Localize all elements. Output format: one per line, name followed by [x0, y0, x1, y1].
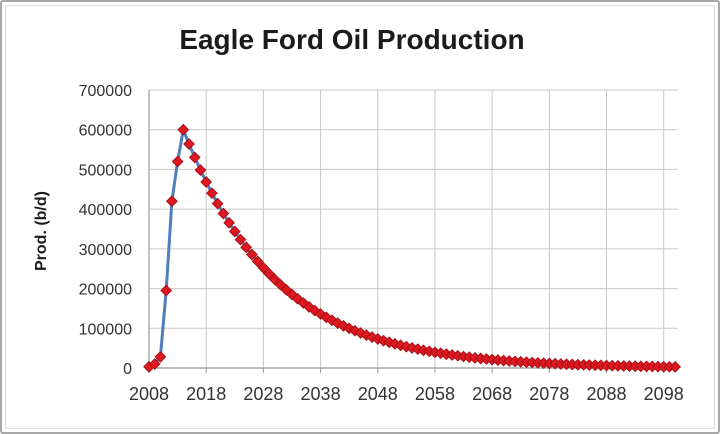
data-point-marker: [354, 327, 367, 339]
x-tick-label: 2098: [644, 384, 684, 404]
y-tick-label: 600000: [79, 123, 132, 140]
data-point-marker: [331, 317, 344, 330]
production-line: [147, 128, 677, 369]
data-point-marker: [177, 123, 190, 136]
data-point-marker: [223, 216, 235, 229]
x-tick-label: 2068: [472, 384, 512, 404]
data-point-marker: [228, 225, 241, 238]
data-point-marker: [154, 350, 167, 363]
x-tick-label: 2058: [415, 384, 455, 404]
data-point-marker: [263, 267, 276, 280]
y-tick-label: 200000: [79, 282, 132, 299]
y-tick-label: 400000: [79, 202, 132, 219]
data-point-marker: [165, 195, 178, 208]
data-point-marker: [314, 308, 327, 320]
x-tick-label: 2088: [586, 384, 626, 404]
data-point-marker: [234, 233, 247, 246]
x-tick-label: 2078: [529, 384, 569, 404]
y-tick-label: 700000: [79, 83, 132, 100]
y-tick-label: 300000: [79, 242, 132, 259]
data-point-marker: [360, 329, 373, 342]
y-tick-label: 0: [123, 361, 132, 378]
data-point-marker: [160, 284, 173, 297]
data-point-marker: [669, 360, 682, 373]
x-tick-label: 2048: [358, 384, 398, 404]
data-point-marker: [308, 304, 321, 317]
data-point-marker: [280, 283, 293, 296]
x-tick-label: 2018: [186, 384, 226, 404]
y-tick-label: 100000: [79, 321, 132, 338]
data-point-marker: [171, 155, 184, 168]
data-point-marker: [188, 151, 201, 164]
data-point-marker: [183, 138, 195, 150]
data-point-marker: [200, 176, 213, 188]
x-tick-label: 2028: [243, 384, 283, 404]
data-point-marker: [240, 241, 253, 254]
data-point-marker: [251, 255, 264, 268]
data-point-marker: [257, 261, 270, 274]
data-point-marker: [217, 207, 230, 220]
y-tick-label: 500000: [79, 162, 132, 179]
chart-title: Eagle Ford Oil Production: [179, 24, 525, 55]
data-point-marker: [148, 358, 161, 370]
data-point-marker: [211, 197, 224, 210]
data-point-marker: [194, 164, 207, 176]
x-tick-label: 2008: [129, 384, 169, 404]
x-tick-label: 2038: [301, 384, 341, 404]
data-point-marker: [246, 248, 258, 261]
data-point-marker: [206, 187, 218, 200]
data-point-marker: [274, 278, 287, 291]
